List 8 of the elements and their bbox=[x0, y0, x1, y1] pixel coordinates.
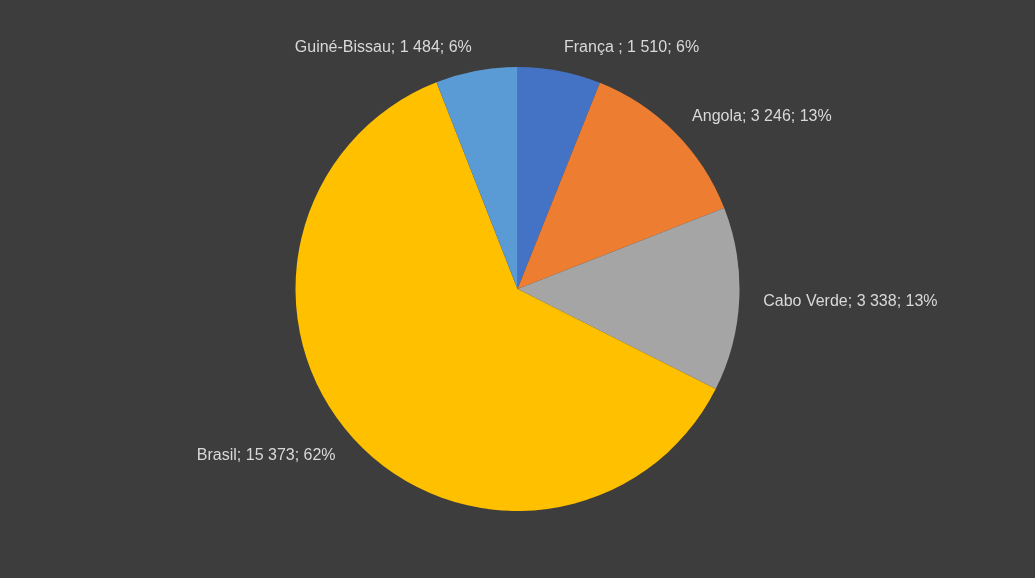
slice-label: Angola; 3 246; 13% bbox=[692, 106, 832, 124]
slice-label: Cabo Verde; 3 338; 13% bbox=[763, 291, 938, 309]
pie-slice bbox=[517, 67, 600, 289]
pie-slice bbox=[436, 67, 518, 289]
pie-slice bbox=[517, 208, 740, 390]
slice-label: Guiné-Bissau; 1 484; 6% bbox=[294, 38, 472, 56]
slice-label: França ; 1 510; 6% bbox=[563, 38, 700, 56]
slice-label: Brasil; 15 373; 62% bbox=[196, 445, 336, 463]
